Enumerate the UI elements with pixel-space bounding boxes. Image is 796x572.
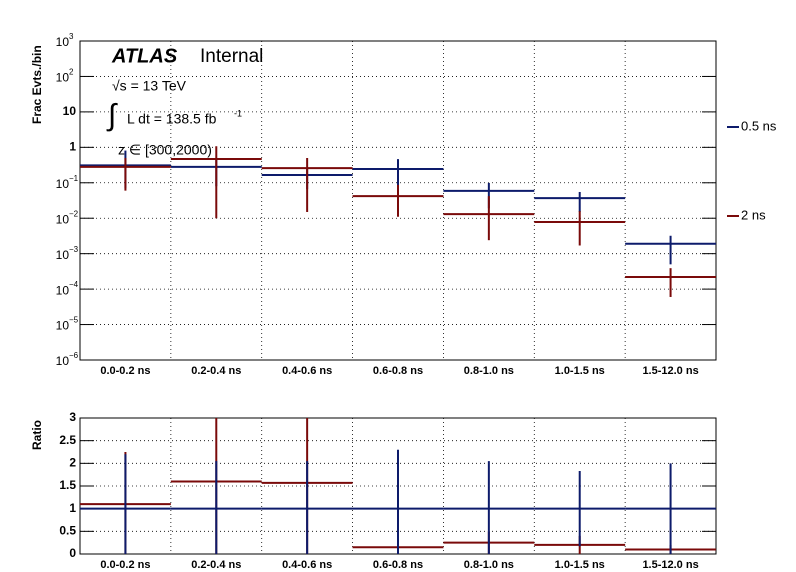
x-tick-label: 0.6-0.8 ns [373,365,423,377]
integral-sign: ∫ [106,99,118,132]
x-tick-label: 1.0-1.5 ns [555,559,605,571]
y-tick-label: 2.5 [59,433,76,447]
y-tick-sup: 2 [69,68,74,77]
status-label: Internal [200,46,263,67]
y-tick-label: 10 [56,177,70,191]
y-tick-label: 10 [63,104,77,118]
y-tick-label: 1 [69,140,76,154]
lumi-sup: -1 [234,108,242,118]
y-tick-sup: 3 [69,32,74,41]
x-tick-label: 0.4-0.6 ns [282,365,332,377]
legend-label: 2 ns [741,207,766,222]
x-tick-label: 0.6-0.8 ns [373,559,423,571]
y-tick-label: 0 [69,546,76,560]
x-tick-label: 1.5-12.0 ns [642,559,698,571]
x-tick-label: 1.0-1.5 ns [555,365,605,377]
y-tick-sup: −1 [69,174,79,183]
y-tick-label: 10 [56,354,70,368]
plot-frame [79,40,717,361]
x-tick-label: 0.0-0.2 ns [100,365,150,377]
y-tick-label: 10 [56,35,70,49]
x-tick-label: 1.5-12.0 ns [642,365,698,377]
y-tick-label: 10 [56,248,70,262]
y-tick-sup: −5 [69,316,79,325]
y-tick-label: 10 [56,283,70,297]
x-tick-label: 0.4-0.6 ns [282,559,332,571]
y-tick-sup: −2 [69,209,79,218]
energy-label: √s = 13 TeV [112,78,187,94]
y-tick-label: 1 [69,501,76,515]
atlas-label: ATLAS [111,45,178,67]
x-tick-label: 0.0-0.2 ns [100,559,150,571]
y-tick-label: 10 [56,319,70,333]
x-tick-label: 0.8-1.0 ns [464,559,514,571]
y-tick-sup: −3 [69,245,79,254]
y-tick-label: 10 [56,71,70,85]
y-axis-label: Ratio [30,420,44,450]
plot-area [80,146,716,297]
y-tick-label: 3 [69,410,76,424]
y-tick-label: 1.5 [59,478,76,492]
y-tick-sup: −6 [69,351,79,360]
y-tick-sup: −4 [69,280,79,289]
x-tick-label: 0.2-0.4 ns [191,559,241,571]
y-tick-label: 2 [69,456,76,470]
x-tick-label: 0.2-0.4 ns [191,365,241,377]
y-axis-label: Frac Evts./bin [30,45,44,124]
y-tick-label: 0.5 [59,524,76,538]
y-tick-label: 10 [56,212,70,226]
selection-label: z ∈ [300,2000) [118,142,212,158]
legend-label: 0.5 ns [741,118,777,133]
plot-area [80,418,716,554]
x-tick-label: 0.8-1.0 ns [464,365,514,377]
lumi-label: L dt = 138.5 fb [127,111,217,127]
